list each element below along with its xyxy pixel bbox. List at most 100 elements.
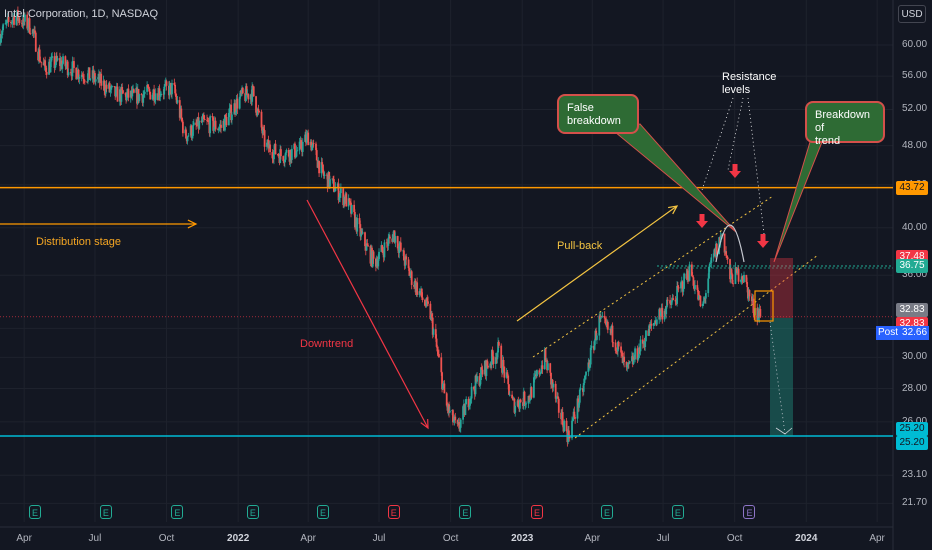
candle-body xyxy=(480,367,483,370)
candle-body xyxy=(652,323,655,326)
earnings-event-icon[interactable]: E xyxy=(316,505,329,519)
candle-body xyxy=(571,418,574,421)
candle-body xyxy=(252,85,254,87)
candle-body xyxy=(234,103,236,113)
candle-body xyxy=(11,19,14,23)
candle-body xyxy=(524,403,527,406)
candle-body xyxy=(214,120,217,130)
candle-body xyxy=(40,61,43,63)
candle-body xyxy=(441,372,443,390)
candle-body xyxy=(387,237,390,246)
earnings-event-icon[interactable]: E xyxy=(387,505,400,519)
candle-body xyxy=(212,117,215,131)
candle-body xyxy=(434,329,437,339)
candle-body xyxy=(611,325,614,343)
earnings-event-icon[interactable]: E xyxy=(743,505,756,519)
candle-body xyxy=(26,14,29,29)
candle-body xyxy=(159,95,162,97)
earnings-event-icon[interactable]: E xyxy=(601,505,614,519)
candle-body xyxy=(75,67,78,80)
down-arrow-icon xyxy=(699,214,705,222)
candle-body xyxy=(371,251,374,267)
candle-body xyxy=(294,156,297,158)
candle-body xyxy=(349,201,352,203)
candle-body xyxy=(218,126,221,129)
candle-body xyxy=(595,330,598,340)
candle-body xyxy=(404,256,407,266)
candle-body xyxy=(76,78,78,80)
candle-body xyxy=(448,410,451,413)
candle-body xyxy=(209,116,212,134)
candle-body xyxy=(342,188,345,206)
candle-body xyxy=(481,369,484,375)
candle-body xyxy=(584,375,587,379)
candle-body xyxy=(245,86,248,96)
earnings-event-icon[interactable]: E xyxy=(29,505,42,519)
candle-body xyxy=(206,120,209,122)
candle-body xyxy=(55,55,58,61)
earnings-event-icon[interactable]: E xyxy=(459,505,472,519)
candle-body xyxy=(392,234,394,242)
candle-body xyxy=(497,342,500,346)
candle-body xyxy=(4,23,7,25)
candle-body xyxy=(186,136,189,142)
candle-body xyxy=(262,128,265,131)
candle-body xyxy=(333,191,336,192)
candle-body xyxy=(704,293,707,299)
candle-body xyxy=(168,83,171,96)
candle-body xyxy=(614,342,617,351)
candle-body xyxy=(715,243,718,255)
candle-body xyxy=(247,93,250,100)
downtrend-label: Downtrend xyxy=(300,338,354,350)
candle-body xyxy=(424,299,426,306)
earnings-event-icon[interactable]: E xyxy=(171,505,184,519)
candle-body xyxy=(426,298,429,302)
candle-body xyxy=(305,134,308,143)
candle-body xyxy=(332,179,335,192)
candle-body xyxy=(398,246,401,253)
candle-body xyxy=(44,60,47,66)
earnings-event-icon[interactable]: E xyxy=(246,505,259,519)
candle-body xyxy=(65,65,68,67)
earnings-event-icon[interactable]: E xyxy=(671,505,684,519)
candle-body xyxy=(532,377,535,398)
candle-body xyxy=(164,84,166,87)
candle-body xyxy=(263,130,266,147)
candle-body xyxy=(83,78,85,81)
price-label-25.20: 25.20 xyxy=(896,422,928,436)
candle-body xyxy=(639,339,642,352)
candle-body xyxy=(115,87,117,97)
candle-body xyxy=(681,281,684,292)
candle-body xyxy=(407,259,410,269)
candle-body xyxy=(191,135,194,138)
candle-body xyxy=(663,310,666,320)
candle-body xyxy=(691,275,694,278)
candle-body xyxy=(458,421,461,429)
candle-body xyxy=(734,267,737,284)
candle-body xyxy=(109,89,112,92)
candle-body xyxy=(539,372,542,375)
candle-body xyxy=(45,65,47,72)
position-risk-zone xyxy=(770,258,793,318)
candle-body xyxy=(480,367,482,381)
candle-body xyxy=(511,394,513,399)
channel-upper xyxy=(532,195,774,358)
candle-body xyxy=(322,172,325,176)
earnings-event-icon[interactable]: E xyxy=(531,505,543,519)
candle-body xyxy=(97,77,99,80)
currency-button[interactable]: USD xyxy=(898,5,926,23)
candle-body xyxy=(49,61,52,73)
candle-body xyxy=(396,236,399,249)
earnings-event-icon[interactable]: E xyxy=(99,505,112,519)
candle-body xyxy=(490,349,493,366)
candle-body xyxy=(517,400,520,407)
candle-body xyxy=(103,80,106,92)
candle-body xyxy=(549,363,552,373)
candle-body xyxy=(241,87,244,94)
candle-body xyxy=(381,245,384,251)
candle-body xyxy=(382,250,384,253)
downtrend-arrow-head xyxy=(420,418,429,430)
candle-body xyxy=(120,86,123,102)
candle-body xyxy=(432,329,435,335)
